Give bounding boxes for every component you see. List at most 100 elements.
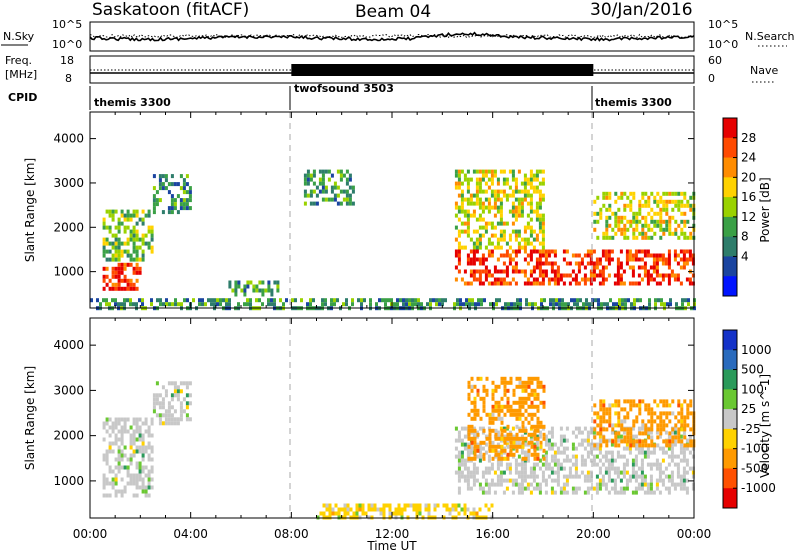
range-gate-cell-5 — [493, 201, 497, 206]
range-gate-cell-4 — [653, 399, 657, 404]
range-gate-cell-1 — [114, 253, 118, 258]
range-gate-cell-6 — [481, 261, 485, 266]
range-gate-cell-4 — [647, 435, 651, 440]
range-gate-cell-2 — [634, 462, 638, 467]
range-gate-cell-3 — [488, 412, 492, 417]
range-gate-cell-3 — [488, 420, 492, 425]
range-gate-cell-2 — [550, 426, 554, 431]
range-gate-cell-8 — [228, 302, 231, 307]
range-gate-cell-6 — [691, 281, 695, 286]
range-gate-cell-3 — [536, 408, 540, 413]
range-gate-cell-5 — [535, 169, 539, 174]
range-gate-cell-8 — [369, 298, 372, 303]
range-gate-cell-1 — [126, 249, 130, 254]
range-gate-cell-2 — [655, 430, 659, 435]
range-gate-cell-5 — [472, 245, 476, 250]
range-gate-cell-2 — [601, 474, 605, 479]
range-gate-cell-2 — [544, 466, 548, 471]
range-gate-cell-0 — [102, 485, 106, 490]
range-gate-cell-6 — [667, 277, 671, 282]
range-gate-cell-6 — [559, 277, 563, 282]
range-gate-cell-6 — [649, 253, 653, 258]
range-gate-cell-3 — [497, 452, 501, 457]
range-gate-cell-2 — [580, 462, 584, 467]
range-gate-cell-7 — [683, 191, 687, 196]
range-gate-cell-6 — [679, 281, 683, 286]
range-gate-cell-8 — [687, 302, 690, 307]
range-gate-cell-2 — [613, 458, 617, 463]
range-gate-cell-3 — [527, 384, 531, 389]
range-gate-cell-2 — [481, 490, 485, 495]
range-gate-cell-5 — [523, 241, 527, 246]
range-gate-cell-0 — [114, 266, 118, 271]
range-gate-cell-4 — [656, 443, 660, 448]
range-gate-cell-2 — [682, 446, 686, 451]
range-gate-cell-2 — [586, 474, 590, 479]
range-gate-cell-2 — [649, 450, 653, 455]
range-gate-cell-0 — [111, 485, 115, 490]
range-gate-cell-2 — [643, 482, 647, 487]
range-gate-cell-1 — [170, 397, 174, 402]
range-gate-cell-2 — [640, 450, 644, 455]
range-gate-cell-2 — [574, 474, 578, 479]
colorbar-tick-label: 500 — [741, 363, 764, 377]
range-gate-cell-2 — [523, 478, 527, 483]
range-gate-cell-6 — [658, 257, 662, 262]
range-gate-cell-3 — [527, 412, 531, 417]
range-gate-cell-6 — [532, 277, 536, 282]
range-gate-cell-5 — [475, 201, 479, 206]
range-gate-cell-1 — [105, 241, 109, 246]
range-gate-cell-1 — [173, 385, 177, 390]
range-gate-cell-6 — [526, 277, 530, 282]
range-gate-cell-1 — [105, 209, 109, 214]
range-gate-cell-2 — [475, 470, 479, 475]
range-gate-cell-7 — [659, 235, 663, 240]
range-gate-cell-5 — [325, 507, 329, 512]
range-gate-cell-2 — [613, 466, 617, 471]
range-gate-cell-0 — [138, 437, 142, 442]
range-gate-cell-6 — [553, 269, 557, 274]
range-gate-cell-2 — [508, 466, 512, 471]
range-gate-cell-2 — [520, 434, 524, 439]
range-gate-cell-1 — [147, 229, 151, 234]
range-gate-cell-3 — [473, 416, 477, 421]
range-gate-cell-2 — [667, 490, 671, 495]
range-gate-cell-6 — [646, 273, 650, 278]
range-gate-cell-0 — [141, 465, 145, 470]
range-gate-cell-5 — [523, 189, 527, 194]
range-gate-cell-6 — [499, 269, 503, 274]
range-gate-cell-2 — [637, 426, 641, 431]
range-gate-cell-5 — [493, 197, 497, 202]
range-gate-cell-5 — [541, 217, 545, 222]
range-gate-cell-8 — [519, 302, 522, 307]
range-gate-cell-2 — [556, 458, 560, 463]
range-gate-cell-0 — [117, 457, 121, 462]
range-gate-cell-6 — [589, 281, 593, 286]
range-gate-cell-6 — [676, 277, 680, 282]
range-gate-cell-0 — [144, 421, 148, 426]
range-gate-cell-2 — [556, 446, 560, 451]
range-gate-cell-7 — [635, 215, 639, 220]
range-gate-cell-6 — [604, 249, 608, 254]
range-gate-cell-0 — [108, 278, 112, 283]
range-gate-cell-7 — [641, 223, 645, 228]
range-gate-cell-6 — [556, 281, 560, 286]
range-gate-cell-8 — [393, 302, 396, 307]
range-gate-cell-2 — [535, 446, 539, 451]
range-gate-cell-5 — [415, 503, 419, 508]
range-gate-cell-8 — [459, 298, 462, 303]
range-gate-cell-3 — [533, 452, 537, 457]
range-gate-cell-3 — [470, 416, 474, 421]
range-gate-cell-2 — [586, 470, 590, 475]
range-gate-cell-5 — [367, 503, 371, 508]
range-gate-cell-3 — [533, 448, 537, 453]
range-gate-cell-2 — [625, 458, 629, 463]
range-gate-cell-5 — [481, 225, 485, 230]
range-gate-cell-4 — [665, 403, 669, 408]
range-gate-cell-3 — [536, 424, 540, 429]
range-gate-cell-8 — [180, 302, 183, 307]
range-gate-cell-8 — [345, 298, 348, 303]
range-gate-cell-2 — [161, 182, 165, 187]
range-gate-cell-2 — [613, 482, 617, 487]
range-gate-cell-2 — [655, 478, 659, 483]
